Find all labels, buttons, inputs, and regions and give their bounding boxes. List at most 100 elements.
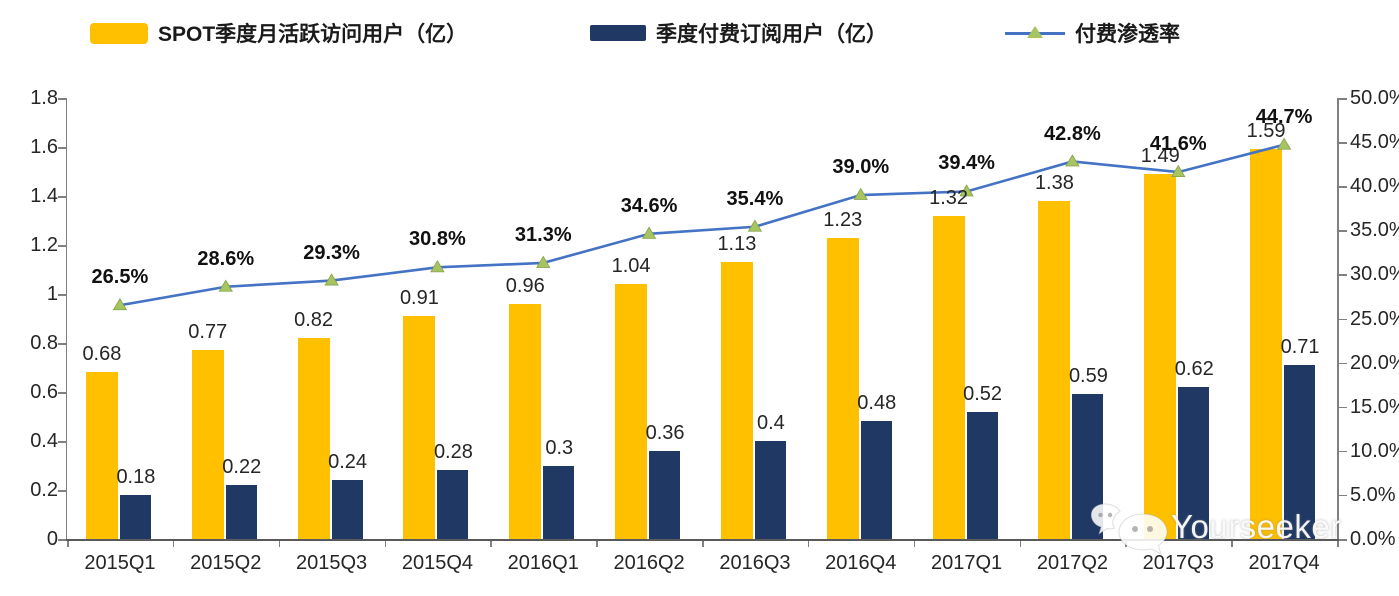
mau-bar-swatch [90, 22, 148, 44]
left-axis-tick [58, 98, 66, 100]
right-axis-tick [1339, 539, 1347, 541]
subscribers-value-label: 0.4 [757, 412, 785, 434]
subscribers-value-label: 0.62 [1174, 358, 1214, 381]
x-axis-tick [1019, 541, 1021, 547]
x-axis-tick [702, 541, 704, 547]
watermark-text: Yourseeker [1171, 508, 1342, 545]
x-axis-tick [1231, 541, 1233, 547]
legend-item-subscribers: 季度付费订阅用户（亿） [590, 18, 887, 48]
penetration-value-label: 35.4% [726, 187, 784, 210]
mau-bar [509, 303, 542, 539]
right-axis-tick-label: 50.0% [1350, 87, 1399, 109]
left-axis-tick-label: 1.4 [30, 185, 58, 207]
left-axis-tick [58, 245, 66, 247]
right-axis-tick [1339, 186, 1347, 188]
x-axis-tick [596, 541, 598, 547]
mau-value-label: 1.13 [717, 233, 757, 256]
mau-value-label: 1.59 [1246, 120, 1286, 143]
penetration-value-label: 30.8% [409, 228, 466, 251]
right-axis-tick [1339, 318, 1347, 320]
mau-bar [1144, 173, 1177, 539]
right-axis-tick-label: 15.0% [1350, 395, 1399, 418]
mau-bar [615, 284, 648, 539]
subscribers-bar [649, 450, 681, 539]
subscribers-bar [225, 485, 257, 539]
penetration-line-swatch [1005, 24, 1065, 42]
legend-label-penetration: 付费渗透率 [1075, 23, 1180, 46]
x-axis-category-label: 2017Q1 [930, 552, 1003, 574]
x-axis-category-label: 2017Q3 [1142, 552, 1214, 574]
right-axis-tick-label: 5.0% [1350, 483, 1396, 506]
mau-bar [297, 338, 330, 539]
subscribers-value-label: 0.52 [963, 382, 1003, 405]
subscribers-bar-swatch [590, 25, 646, 41]
legend-label-mau: SPOT季度月活跃访问用户（亿） [158, 23, 468, 46]
subscribers-bar [966, 411, 998, 539]
left-axis-tick [58, 441, 66, 443]
penetration-value-label: 28.6% [197, 247, 255, 270]
left-axis-tick-label: 1.8 [30, 87, 58, 109]
triangle-marker-icon [112, 297, 128, 311]
left-axis-tick [58, 343, 66, 345]
penetration-value-label: 29.3% [303, 241, 360, 264]
subscribers-bar [331, 480, 363, 539]
x-axis-category-label: 2016Q1 [507, 552, 579, 574]
legend-item-penetration: 付费渗透率 [1005, 18, 1180, 48]
left-axis-tick [58, 539, 66, 541]
x-axis-category-label: 2016Q3 [719, 552, 791, 574]
mau-bar [826, 237, 859, 539]
right-axis-tick-label: 40.0% [1350, 175, 1399, 198]
left-axis-tick [58, 490, 66, 492]
penetration-value-label: 39.4% [938, 152, 995, 175]
right-axis-tick-label: 25.0% [1350, 307, 1399, 330]
watermark: Yourseeker [1091, 496, 1342, 558]
x-axis-category-label: 2016Q4 [825, 552, 897, 574]
mau-value-label: 0.91 [399, 287, 439, 310]
penetration-value-label: 39.0% [832, 156, 890, 179]
x-axis-tick [913, 541, 916, 547]
right-axis-tick [1339, 406, 1347, 409]
penetration-value-label: 26.5% [91, 266, 149, 289]
subscribers-bar [119, 494, 151, 539]
penetration-line-path [119, 143, 1285, 307]
triangle-marker-icon [218, 279, 233, 292]
mau-bar [1038, 200, 1071, 539]
penetration-value-label: 42.8% [1044, 122, 1101, 145]
triangle-marker-icon [747, 219, 763, 232]
subscribers-value-label: 0.28 [433, 441, 473, 464]
left-axis-tick [58, 147, 66, 149]
left-axis-tick-label: 0 [46, 528, 58, 550]
right-axis-tick-label: 30.0% [1350, 263, 1399, 286]
left-axis-tick-label: 1.2 [30, 234, 58, 256]
right-axis-tick-label: 10.0% [1350, 439, 1399, 462]
left-axis-line [65, 98, 67, 539]
x-axis-tick [1337, 541, 1339, 547]
subscribers-bar [1284, 365, 1316, 539]
right-axis-tick [1339, 494, 1347, 497]
mau-value-label: 1.38 [1034, 171, 1074, 194]
left-axis-tick-label: 1 [46, 283, 58, 305]
mau-value-label: 0.96 [505, 274, 545, 297]
subscribers-bar [437, 470, 469, 539]
triangle-marker-icon [430, 260, 445, 273]
triangle-marker-icon [324, 273, 339, 286]
right-axis-tick-label: 20.0% [1350, 351, 1399, 374]
right-axis-tick [1339, 450, 1347, 453]
right-axis-line [1337, 98, 1339, 539]
x-axis-category-label: 2015Q3 [295, 552, 368, 574]
right-axis-tick-label: 0.0% [1350, 528, 1396, 550]
right-axis-tick [1339, 362, 1347, 365]
legend-label-subscribers: 季度付费订阅用户（亿） [656, 23, 887, 46]
mau-bar [403, 316, 436, 539]
left-axis-tick-label: 0.4 [30, 430, 58, 452]
triangle-marker-icon [1065, 154, 1080, 167]
right-axis-tick [1339, 274, 1347, 276]
x-axis-category-label: 2017Q4 [1248, 552, 1320, 574]
penetration-value-label: 41.6% [1149, 133, 1207, 156]
mau-value-label: 0.82 [294, 309, 334, 332]
mau-value-label: 0.68 [82, 343, 122, 366]
right-axis-tick [1339, 142, 1347, 144]
left-axis-tick [58, 196, 66, 198]
x-axis-line [65, 539, 1339, 541]
